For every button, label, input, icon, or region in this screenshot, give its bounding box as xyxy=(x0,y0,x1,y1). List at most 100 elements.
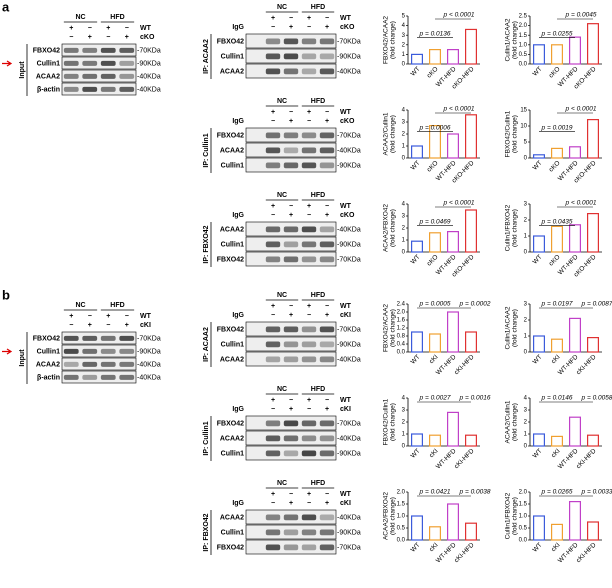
panel-letter: a xyxy=(2,0,10,14)
marker-label: -70KDa xyxy=(337,326,361,333)
x-tick-label: cKI-HFD xyxy=(575,447,598,470)
band xyxy=(301,68,317,75)
marker-label: -90KDa xyxy=(337,53,361,60)
x-tick-label: WT xyxy=(410,254,422,266)
x-tick-label: WT xyxy=(410,542,422,554)
blot-frame xyxy=(61,82,137,96)
band xyxy=(265,226,281,233)
band xyxy=(265,132,281,139)
bar xyxy=(429,526,442,541)
band xyxy=(63,47,79,53)
blot-frame xyxy=(61,370,137,384)
igg-label: IgG xyxy=(232,118,244,125)
band xyxy=(119,73,135,79)
y-tick-label: 5 xyxy=(524,140,528,146)
p-value: p = 0.0136 xyxy=(419,30,451,37)
sign: − xyxy=(307,500,311,507)
bar xyxy=(532,335,545,353)
marker-label: -70KDa xyxy=(337,256,361,263)
band xyxy=(319,147,335,154)
y-tick-label: 3 xyxy=(524,302,528,308)
x-tick-label: cKI-HFD xyxy=(575,353,598,376)
x-tick-label: WT xyxy=(532,448,544,460)
bar xyxy=(465,114,478,159)
row-label: WT xyxy=(140,25,152,32)
p-value: p = 0.0019 xyxy=(541,124,573,131)
x-tick-label: cKI xyxy=(428,448,440,460)
sign: + xyxy=(271,109,275,116)
x-tick-label: WT xyxy=(410,354,422,366)
marker-label: -40KDa xyxy=(137,374,161,381)
sign: − xyxy=(106,322,110,329)
band xyxy=(82,348,98,354)
p-value: p = 0.0265 xyxy=(541,489,573,496)
bar xyxy=(550,338,563,353)
sign: − xyxy=(289,109,293,116)
group-label: NC xyxy=(277,98,287,105)
marker-label: -70KDa xyxy=(337,132,361,139)
igg-label: IgG xyxy=(232,312,244,319)
group-label: HFD xyxy=(311,292,325,299)
marker-label: -40KDa xyxy=(337,226,361,233)
x-tick-label: cKO xyxy=(426,254,440,268)
y-tick-label: 1.2 xyxy=(397,326,406,332)
band xyxy=(100,374,116,380)
marker-label: -70KDa xyxy=(337,420,361,427)
band xyxy=(82,47,98,53)
marker-label: -90KDa xyxy=(137,348,161,355)
y-label: FBXO42/ACAA2 xyxy=(383,304,390,352)
band xyxy=(283,544,299,551)
row-label: cKO xyxy=(140,34,155,41)
sign: − xyxy=(325,15,329,22)
x-tick-label: cKO xyxy=(548,254,562,268)
band xyxy=(301,132,317,139)
protein-label: Cullin1 xyxy=(221,241,244,248)
y-label-unit: (fold change) xyxy=(512,115,519,153)
band xyxy=(283,68,299,75)
blot-frame xyxy=(61,69,137,83)
p-value: p = 0.0038 xyxy=(459,489,491,496)
arrow xyxy=(2,60,13,67)
protein-label: Cullin1 xyxy=(37,348,60,355)
p-value: p = 0.0058 xyxy=(581,395,612,402)
band xyxy=(283,162,299,169)
row-label: cKI xyxy=(340,500,351,507)
y-label-unit: (fold change) xyxy=(390,209,397,247)
protein-label: FBXO42 xyxy=(33,335,60,342)
y-tick-label: 2 xyxy=(524,420,528,426)
marker-label: -90KDa xyxy=(337,341,361,348)
y-tick-label: 0.4 xyxy=(397,342,406,348)
sign: − xyxy=(88,25,92,32)
x-tick-label: cKI xyxy=(550,354,562,366)
bar xyxy=(465,28,478,65)
blot-frame xyxy=(61,331,137,345)
sign: − xyxy=(125,313,129,320)
sign: − xyxy=(88,313,92,320)
band xyxy=(100,73,116,79)
row-label: cKI xyxy=(340,406,351,413)
p-value: p = 0.0469 xyxy=(419,218,451,225)
protein-label: Cullin1 xyxy=(221,529,244,536)
sign: − xyxy=(325,203,329,210)
y-tick-label: 1.5 xyxy=(397,502,406,508)
x-tick-label: WT xyxy=(410,448,422,460)
blot-title: IP: FBXO42 xyxy=(203,513,210,551)
band xyxy=(301,226,317,233)
band xyxy=(283,147,299,154)
band xyxy=(283,529,299,536)
band xyxy=(63,73,79,79)
bar xyxy=(568,146,581,159)
band xyxy=(100,335,116,341)
band xyxy=(265,241,281,248)
sign: + xyxy=(289,406,293,413)
band xyxy=(319,529,335,536)
band xyxy=(265,341,281,348)
bar xyxy=(411,515,424,541)
band xyxy=(63,361,79,367)
blot-frame xyxy=(61,43,137,57)
band xyxy=(301,341,317,348)
protein-label: β-actin xyxy=(37,86,60,93)
y-tick-label: 0.0 xyxy=(397,538,406,544)
blot-title: IP: Cullin1 xyxy=(203,133,210,167)
x-tick-label: WT xyxy=(532,354,544,366)
